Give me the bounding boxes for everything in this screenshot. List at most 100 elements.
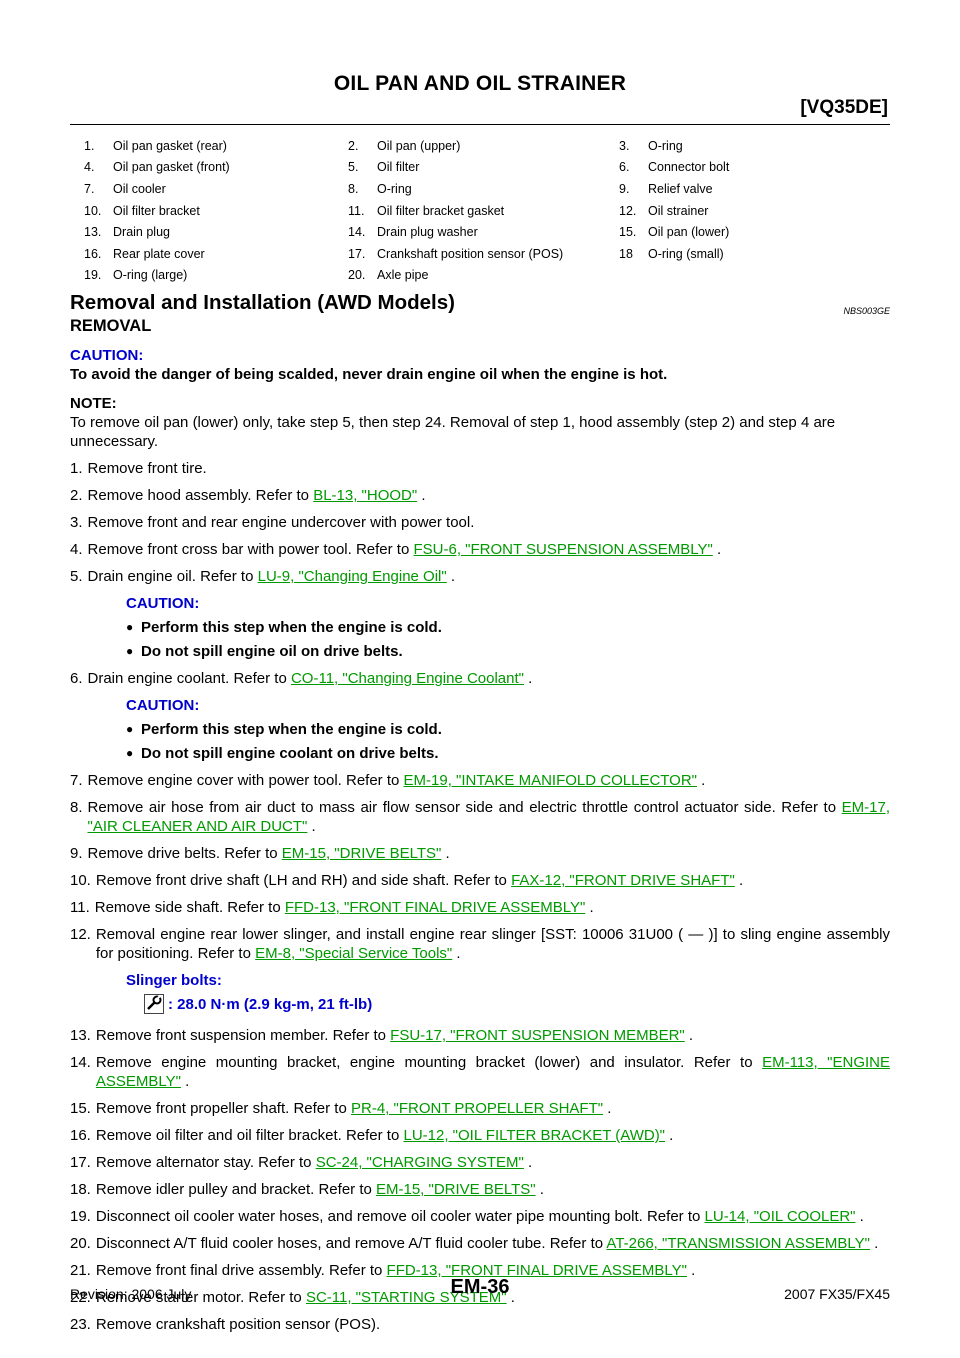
step-text: Remove front propeller shaft. Refer to P…	[96, 1099, 890, 1118]
reference-link[interactable]: LU-9, "Changing Engine Oil"	[257, 568, 447, 585]
part-cell: 12. Oil strainer	[619, 200, 894, 222]
step-number: 18.	[70, 1181, 91, 1198]
step-text: Remove engine cover with power tool. Ref…	[88, 771, 890, 790]
part-name: Oil pan gasket (rear)	[113, 138, 227, 153]
step-text: Remove engine mounting bracket, engine m…	[96, 1053, 890, 1091]
step-item: 7. Remove engine cover with power tool. R…	[70, 771, 890, 790]
torque-wrench-icon	[144, 994, 164, 1014]
step-text-pre: Remove alternator stay. Refer to	[95, 1154, 316, 1171]
step-number: 7.	[70, 772, 83, 789]
reference-link[interactable]: FSU-6, "FRONT SUSPENSION ASSEMBLY"	[413, 541, 713, 558]
step-caution: CAUTION: ● Perform this step when the engi…	[126, 696, 890, 763]
part-cell: 20. Axle pipe	[348, 265, 619, 287]
part-name: Oil cooler	[113, 181, 166, 196]
step-number: 13.	[70, 1027, 91, 1044]
step-text-post: .	[734, 872, 744, 889]
step-text: Remove front and rear engine undercover …	[88, 513, 890, 532]
step-number: 9.	[70, 845, 83, 862]
reference-link[interactable]: FAX-12, "FRONT DRIVE SHAFT"	[511, 872, 735, 889]
parts-row: 4. Oil pan gasket (front) 5. Oil filter 6. Co…	[84, 157, 894, 179]
step-item: 2. Remove hood assembly. Refer to BL-13, …	[70, 486, 890, 505]
reference-link[interactable]: EM-19, "INTAKE MANIFOLD COLLECTOR"	[403, 772, 697, 789]
reference-link[interactable]: EM-17, "AIR CLEANER AND AIR DUCT"	[87, 799, 890, 835]
reference-link[interactable]: SC-24, "CHARGING SYSTEM"	[315, 1154, 524, 1171]
reference-link[interactable]: AT-266, "TRANSMISSION ASSEMBLY"	[606, 1235, 870, 1252]
part-number: 8.	[348, 181, 359, 196]
step-text: Remove crankshaft position sensor (POS).	[96, 1315, 890, 1334]
step-text: Remove front tire.	[88, 459, 890, 478]
part-cell: 2. Oil pan (upper)	[348, 135, 619, 157]
step-number: 8.	[70, 799, 83, 816]
reference-link[interactable]: PR-4, "FRONT PROPELLER SHAFT"	[350, 1100, 604, 1117]
step-item: 22. Remove starter motor. Refer to SC-11,…	[70, 1288, 890, 1307]
parts-row: 1. Oil pan gasket (rear) 2. Oil pan (upper)…	[84, 135, 894, 157]
step-text-pre: Remove idler pulley and bracket. Refer t…	[95, 1181, 376, 1198]
step-number: 19.	[70, 1208, 91, 1225]
step-text-post: .	[535, 1181, 544, 1198]
part-name: Drain plug	[113, 225, 170, 240]
reference-link[interactable]: LU-12, "OIL FILTER BRACKET (AWD)"	[403, 1127, 666, 1144]
engine-code: [VQ35DE]	[800, 97, 888, 118]
step-item: 12. Removal engine rear lower slinger, an…	[70, 925, 890, 963]
part-number: 13.	[84, 225, 102, 240]
step-number: 17.	[70, 1154, 91, 1171]
step-text-post: .	[603, 1100, 612, 1117]
step-text: Remove alternator stay. Refer to SC-24, …	[96, 1153, 890, 1172]
step-text-post: .	[452, 945, 461, 962]
part-name: Oil strainer	[648, 203, 709, 218]
part-number: 15.	[619, 225, 637, 240]
parts-row: 19. O-ring (large) 20. Axle pipe	[84, 265, 894, 287]
step-text-pre: Remove drive belts. Refer to	[87, 845, 282, 862]
reference-link[interactable]: FFD-13, "FRONT FINAL DRIVE ASSEMBLY"	[386, 1262, 687, 1279]
part-name: O-ring	[648, 138, 683, 153]
step-text-pre: Remove crankshaft position sensor (POS).	[95, 1316, 381, 1333]
reference-link[interactable]: CO-11, "Changing Engine Coolant"	[290, 670, 524, 687]
reference-link[interactable]: LU-14, "OIL COOLER"	[704, 1208, 856, 1225]
step-text-pre: Remove starter motor. Refer to	[95, 1289, 306, 1306]
step-text: Remove front final drive assembly. Refer…	[96, 1261, 890, 1280]
step-text-pre: Remove front tire.	[87, 460, 207, 477]
step-text: Remove oil filter and oil filter bracket…	[96, 1126, 890, 1145]
step-number: 15.	[70, 1100, 91, 1117]
step-text-pre: Remove hood assembly. Refer to	[87, 487, 314, 504]
part-cell: 9. Relief valve	[619, 178, 894, 200]
caution-bullet-text: Perform this step when the engine is col…	[141, 721, 442, 738]
part-number: 19.	[84, 268, 102, 283]
step-item: 1. Remove front tire.	[70, 459, 890, 478]
reference-link[interactable]: EM-113, "ENGINE ASSEMBLY"	[95, 1054, 891, 1090]
part-cell: 7. Oil cooler	[84, 178, 348, 200]
caution-bullet: ● Perform this step when the engine is co…	[126, 720, 890, 739]
step-text-post: .	[585, 899, 594, 916]
part-number: 9.	[619, 181, 630, 196]
reference-link[interactable]: FSU-17, "FRONT SUSPENSION MEMBER"	[390, 1027, 685, 1044]
step-item: 5. Drain engine oil. Refer to LU-9, "Chan…	[70, 567, 890, 586]
step-text-post: .	[712, 541, 722, 558]
part-number: 4.	[84, 160, 95, 175]
part-cell: 5. Oil filter	[348, 157, 619, 179]
reference-link[interactable]: EM-15, "DRIVE BELTS"	[281, 845, 442, 862]
part-name: Axle pipe	[377, 268, 429, 283]
part-number: 18	[619, 246, 633, 261]
part-name: Oil filter bracket	[113, 203, 200, 218]
step-item: 23. Remove crankshaft position sensor (PO…	[70, 1315, 890, 1334]
step-item: 9. Remove drive belts. Refer to EM-15, "D…	[70, 844, 890, 863]
part-cell: 16. Rear plate cover	[84, 243, 348, 265]
removal-steps: 1. Remove front tire. 2. Remove hood assemb…	[70, 459, 890, 1334]
step-number: 21.	[70, 1262, 91, 1279]
reference-link[interactable]: EM-8, "Special Service Tools"	[255, 945, 453, 962]
torque-spec: : 28.0 N·m (2.9 kg-m, 21 ft-lb)	[144, 994, 890, 1014]
part-number: 16.	[84, 246, 102, 261]
part-number: 3.	[619, 138, 630, 153]
step-item: 19. Disconnect oil cooler water hoses, an…	[70, 1207, 890, 1226]
reference-link[interactable]: SC-11, "STARTING SYSTEM"	[305, 1289, 507, 1306]
parts-legend-table: 1. Oil pan gasket (rear) 2. Oil pan (upper)…	[84, 135, 894, 286]
page-title: OIL PAN AND OIL STRAINER	[333, 72, 627, 95]
note-label: NOTE:	[70, 395, 117, 412]
reference-link[interactable]: EM-15, "DRIVE BELTS"	[376, 1181, 536, 1198]
part-cell: 6. Connector bolt	[619, 157, 894, 179]
step-text: Remove air hose from air duct to mass ai…	[88, 798, 890, 836]
step-text-post: .	[684, 1027, 694, 1044]
step-text-pre: Remove engine cover with power tool. Ref…	[87, 772, 404, 789]
reference-link[interactable]: BL-13, "HOOD"	[313, 487, 418, 504]
reference-link[interactable]: FFD-13, "FRONT FINAL DRIVE ASSEMBLY"	[284, 899, 586, 916]
